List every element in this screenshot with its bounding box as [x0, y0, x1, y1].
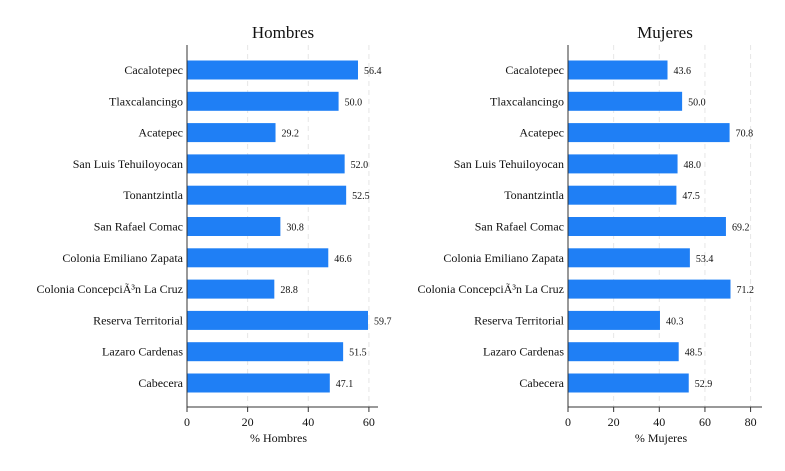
bar — [568, 91, 683, 111]
category-label: Cacalotepec — [124, 63, 183, 77]
data-label: 28.8 — [280, 285, 298, 296]
category-label: Reserva Territorial — [474, 313, 565, 327]
chart-panel-1: Hombres Cacalotepec 56.4 Tlaxcalancingo 50.0… — [36, 23, 391, 445]
bar — [187, 185, 347, 205]
data-label: 52.0 — [351, 160, 369, 171]
bar — [187, 373, 330, 393]
bar — [187, 91, 339, 111]
category-label: Cabecera — [519, 376, 564, 390]
data-label: 30.8 — [286, 223, 304, 234]
data-label: 48.0 — [684, 160, 702, 171]
bar — [187, 342, 344, 362]
category-label: San Rafael Comac — [475, 220, 564, 234]
x-tick-label: 40 — [653, 415, 665, 429]
category-label: Colonia ConcepciÃ³n La Cruz — [417, 282, 564, 296]
x-tick-label: 60 — [363, 415, 375, 429]
x-tick-label: 20 — [608, 415, 620, 429]
data-label: 43.6 — [674, 66, 692, 77]
x-tick-label: 40 — [302, 415, 314, 429]
category-label: Cabecera — [138, 376, 183, 390]
data-label: 29.2 — [282, 129, 300, 140]
bar — [568, 310, 660, 330]
data-label: 50.0 — [688, 97, 706, 108]
category-label: Colonia Emiliano Zapata — [62, 251, 183, 265]
bar — [187, 310, 368, 330]
data-label: 47.1 — [336, 379, 354, 390]
bar — [568, 185, 677, 205]
bar — [568, 154, 678, 174]
bar — [568, 342, 679, 362]
x-tick-label: 20 — [242, 415, 254, 429]
bar — [187, 248, 329, 268]
category-label: Lazaro Cardenas — [483, 345, 564, 359]
category-label: Tonantzintla — [123, 188, 183, 202]
bar — [187, 279, 275, 299]
panel-title: Hombres — [252, 23, 314, 42]
data-label: 51.5 — [349, 348, 367, 359]
bar — [568, 60, 668, 80]
data-label: 56.4 — [364, 66, 382, 77]
category-label: Reserva Territorial — [93, 313, 184, 327]
category-label: Tlaxcalancingo — [490, 94, 564, 108]
bar — [187, 217, 281, 236]
bar — [187, 60, 358, 80]
bar — [568, 123, 730, 143]
category-label: Acatepec — [519, 126, 564, 140]
data-label: 59.7 — [374, 316, 392, 327]
bar — [187, 154, 345, 174]
panel-title: Mujeres — [637, 23, 693, 42]
data-label: 46.6 — [334, 254, 352, 265]
x-tick-label: 0 — [565, 415, 571, 429]
data-label: 52.5 — [352, 191, 370, 202]
data-label: 48.5 — [685, 348, 703, 359]
bar — [187, 123, 276, 143]
x-tick-label: 0 — [184, 415, 190, 429]
category-label: Acatepec — [138, 126, 183, 140]
bar — [568, 373, 689, 393]
x-axis-title: % Mujeres — [635, 431, 688, 445]
chart-panel-2: Mujeres Cacalotepec 43.6 Tlaxcalancingo 50.0… — [417, 23, 762, 445]
category-label: San Luis Tehuiloyocan — [73, 157, 183, 171]
category-label: San Luis Tehuiloyocan — [454, 157, 564, 171]
category-label: Colonia Emiliano Zapata — [443, 251, 564, 265]
category-label: San Rafael Comac — [94, 220, 183, 234]
data-label: 71.2 — [737, 285, 755, 296]
category-label: Cacalotepec — [505, 63, 564, 77]
x-tick-label: 60 — [699, 415, 711, 429]
category-label: Tonantzintla — [504, 188, 564, 202]
data-label: 53.4 — [696, 254, 714, 265]
x-tick-label: 80 — [745, 415, 757, 429]
bar — [568, 279, 731, 299]
category-label: Colonia ConcepciÃ³n La Cruz — [36, 282, 183, 296]
data-label: 52.9 — [695, 379, 713, 390]
x-axis-title: % Hombres — [250, 431, 307, 445]
category-label: Tlaxcalancingo — [109, 94, 183, 108]
bar — [568, 248, 690, 268]
category-label: Lazaro Cardenas — [102, 345, 183, 359]
data-label: 40.3 — [666, 316, 684, 327]
data-label: 69.2 — [732, 223, 750, 234]
data-label: 50.0 — [345, 97, 363, 108]
data-label: 70.8 — [736, 129, 754, 140]
data-label: 47.5 — [682, 191, 700, 202]
bar — [568, 217, 726, 236]
